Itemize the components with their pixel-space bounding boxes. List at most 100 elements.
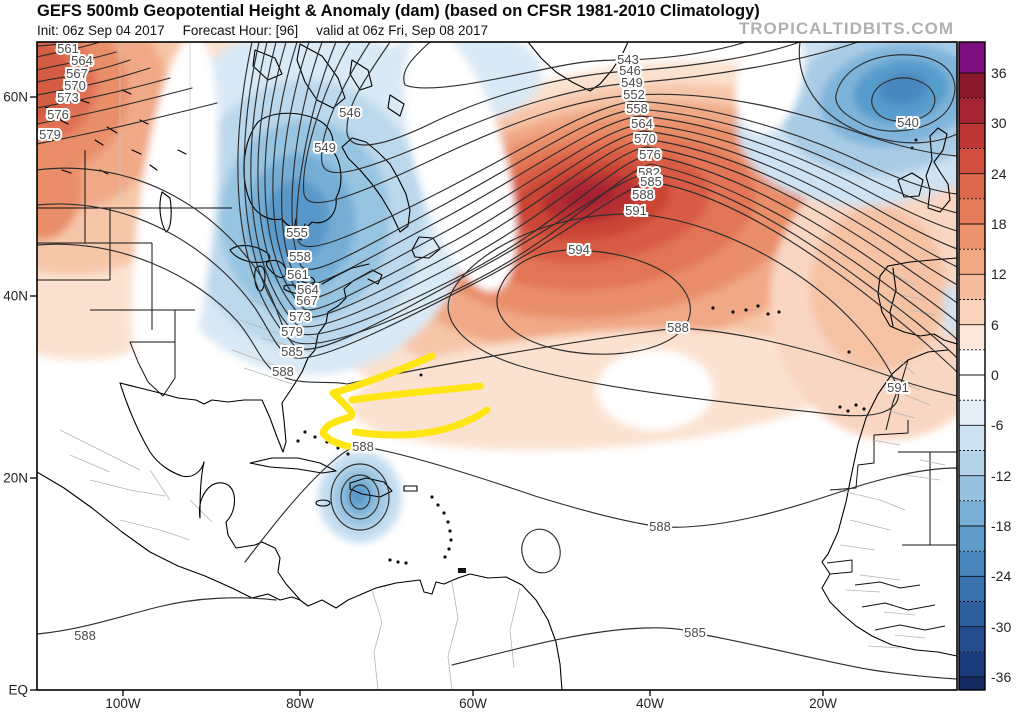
colorbar-tick-label: -24 <box>991 568 1011 584</box>
colorbar-tick-label: 36 <box>991 65 1007 81</box>
contour-label: 591 <box>625 203 647 218</box>
contour-label: 585 <box>640 174 662 189</box>
colorbar-tick-label: 30 <box>991 115 1007 131</box>
map-frame <box>36 41 958 691</box>
colorbar-segment <box>959 626 985 652</box>
colorbar-tick-label: -30 <box>991 619 1011 635</box>
contour-label: 561 <box>287 267 309 282</box>
contour-label: 564 <box>71 53 93 68</box>
colorbar-segment <box>959 73 985 99</box>
colorbar-segment <box>959 349 985 376</box>
contour-labels: 5435465495525585645705765825855885915945… <box>37 39 921 645</box>
colorbar-segment <box>959 98 985 124</box>
colorbar-tick-label: 12 <box>991 266 1007 282</box>
colorbar-segment <box>959 475 985 501</box>
contour-label: 564 <box>631 116 653 131</box>
contour-label: 591 <box>887 380 909 395</box>
colorbar-segment <box>959 576 985 602</box>
colorbar-tick-label: 18 <box>991 216 1007 232</box>
lon-tick-label: 100W <box>105 696 141 711</box>
init-time: Init: 06z Sep 04 2017 <box>37 23 165 38</box>
contour-label: 582 <box>638 165 660 180</box>
lon-tick-label: 20W <box>809 696 837 711</box>
contour-label: 567 <box>66 66 88 81</box>
colorbar: 36 30 24 18 12 6 0 -6 -12 -18 -24 -30 -36 <box>958 41 1011 691</box>
africa-borders <box>826 359 957 631</box>
contour-label: 588 <box>272 364 294 379</box>
contour-label: 570 <box>634 131 656 146</box>
colorbar-segment <box>959 651 985 678</box>
colorbar-segment <box>959 173 985 199</box>
contour-label: 576 <box>47 107 69 122</box>
contour-label: 567 <box>296 293 318 308</box>
colorbar-segment <box>959 249 985 275</box>
contour-label: 588 <box>352 439 374 454</box>
contour-label: 573 <box>289 309 311 324</box>
lat-tick-label: 40N <box>3 289 28 304</box>
contour-label: 585 <box>281 344 303 359</box>
colorbar-segment <box>959 42 985 73</box>
colorbar-segment <box>959 375 985 401</box>
south-america-borders <box>371 581 521 690</box>
contour-label: 585 <box>684 625 706 640</box>
colorbar-segment <box>959 324 985 350</box>
contour-label: 555 <box>286 225 308 240</box>
lat-tick-label: 20N <box>3 471 28 486</box>
contour-label: 546 <box>619 63 641 78</box>
colorbar-segment <box>959 677 985 690</box>
contour-label: 549 <box>621 75 643 90</box>
colorbar-segment <box>959 198 985 225</box>
colorbar-tick-label: -36 <box>991 669 1011 685</box>
colorbar-segment <box>959 148 985 174</box>
lon-tick-label: 80W <box>286 696 314 711</box>
africa-admin <box>837 274 946 649</box>
contour-label: 588 <box>667 320 689 335</box>
colorbar-tick-label: -12 <box>991 468 1011 484</box>
contour-label: 558 <box>626 101 648 116</box>
colorbar-segment <box>959 224 985 250</box>
islands <box>249 138 918 573</box>
axes: 60N 40N 20N EQ 100W 80W 60W 40W 20W <box>3 90 837 712</box>
colorbar-segment <box>959 425 985 451</box>
contour-label: 558 <box>289 249 311 264</box>
lakes <box>44 89 187 233</box>
colorbar-segment <box>959 601 985 627</box>
contour-label: 564 <box>297 282 319 297</box>
contour-label: 588 <box>649 519 671 534</box>
height-contours <box>37 42 957 680</box>
forecast-hour: Forecast Hour: [96] <box>182 23 299 38</box>
contour-label: 588 <box>74 628 96 643</box>
contour-label: 540 <box>897 115 919 130</box>
lat-tick-label: 60N <box>3 90 28 105</box>
colorbar-segment <box>959 400 985 426</box>
colorbar-segment <box>959 299 985 325</box>
contour-label: 552 <box>623 87 645 102</box>
valid-time: valid at 06z Fri, Sep 08 2017 <box>316 23 489 38</box>
chart-title: GEFS 500mb Geopotential Height & Anomaly… <box>37 2 760 20</box>
contour-label: 573 <box>57 90 79 105</box>
lat-tick-label: EQ <box>8 683 28 698</box>
watermark: TROPICALTIDBITS.COM <box>738 19 954 38</box>
colorbar-segment <box>959 123 985 149</box>
colorbar-tick-label: -18 <box>991 518 1011 534</box>
contour-label: 579 <box>39 127 61 142</box>
colorbar-segment <box>959 274 985 300</box>
lon-tick-label: 40W <box>636 696 664 711</box>
anomaly-shading <box>37 42 957 543</box>
contour-label: 546 <box>339 105 361 120</box>
colorbar-segment <box>959 500 985 527</box>
contour-label: 570 <box>64 78 86 93</box>
contour-label: 579 <box>281 324 303 339</box>
colorbar-tick-label: 24 <box>991 166 1007 182</box>
contour-label: 561 <box>57 41 79 56</box>
chart-subtitle: Init: 06z Sep 04 2017 Forecast Hour: [96]… <box>37 23 506 38</box>
yellow-annotation <box>319 352 491 452</box>
colorbar-tick-label: 0 <box>991 367 999 383</box>
colorbar-segment <box>959 450 985 476</box>
colorbar-tick-label: -6 <box>991 417 1004 433</box>
admin-borders <box>37 42 323 541</box>
contour-label: 576 <box>639 147 661 162</box>
contour-label: 549 <box>314 140 336 155</box>
